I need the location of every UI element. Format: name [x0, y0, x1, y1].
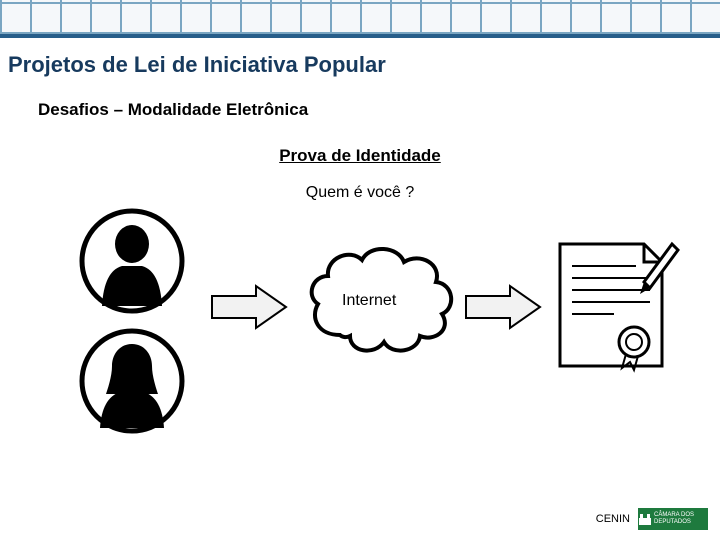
section-heading: Prova de Identidade — [130, 146, 590, 166]
page-subtitle: Desafios – Modalidade Eletrônica — [38, 100, 720, 120]
decorative-top-border — [0, 0, 720, 38]
person-silhouettes-icon — [72, 206, 192, 441]
footer-label: CENIN — [596, 513, 630, 525]
camara-logo-icon: CÂMARA DOS DEPUTADOS — [638, 508, 708, 530]
identity-flow-diagram: Internet — [0, 206, 720, 466]
question-text: Quem é você ? — [130, 184, 590, 202]
signed-document-icon — [552, 236, 682, 381]
logo-text: CÂMARA DOS DEPUTADOS — [652, 512, 708, 526]
page-title: Projetos de Lei de Iniciativa Popular — [8, 52, 720, 78]
arrow-right-icon — [464, 282, 544, 337]
footer: CENIN CÂMARA DOS DEPUTADOS — [596, 508, 708, 530]
arrow-right-icon — [210, 282, 290, 337]
cloud-label: Internet — [342, 292, 396, 310]
